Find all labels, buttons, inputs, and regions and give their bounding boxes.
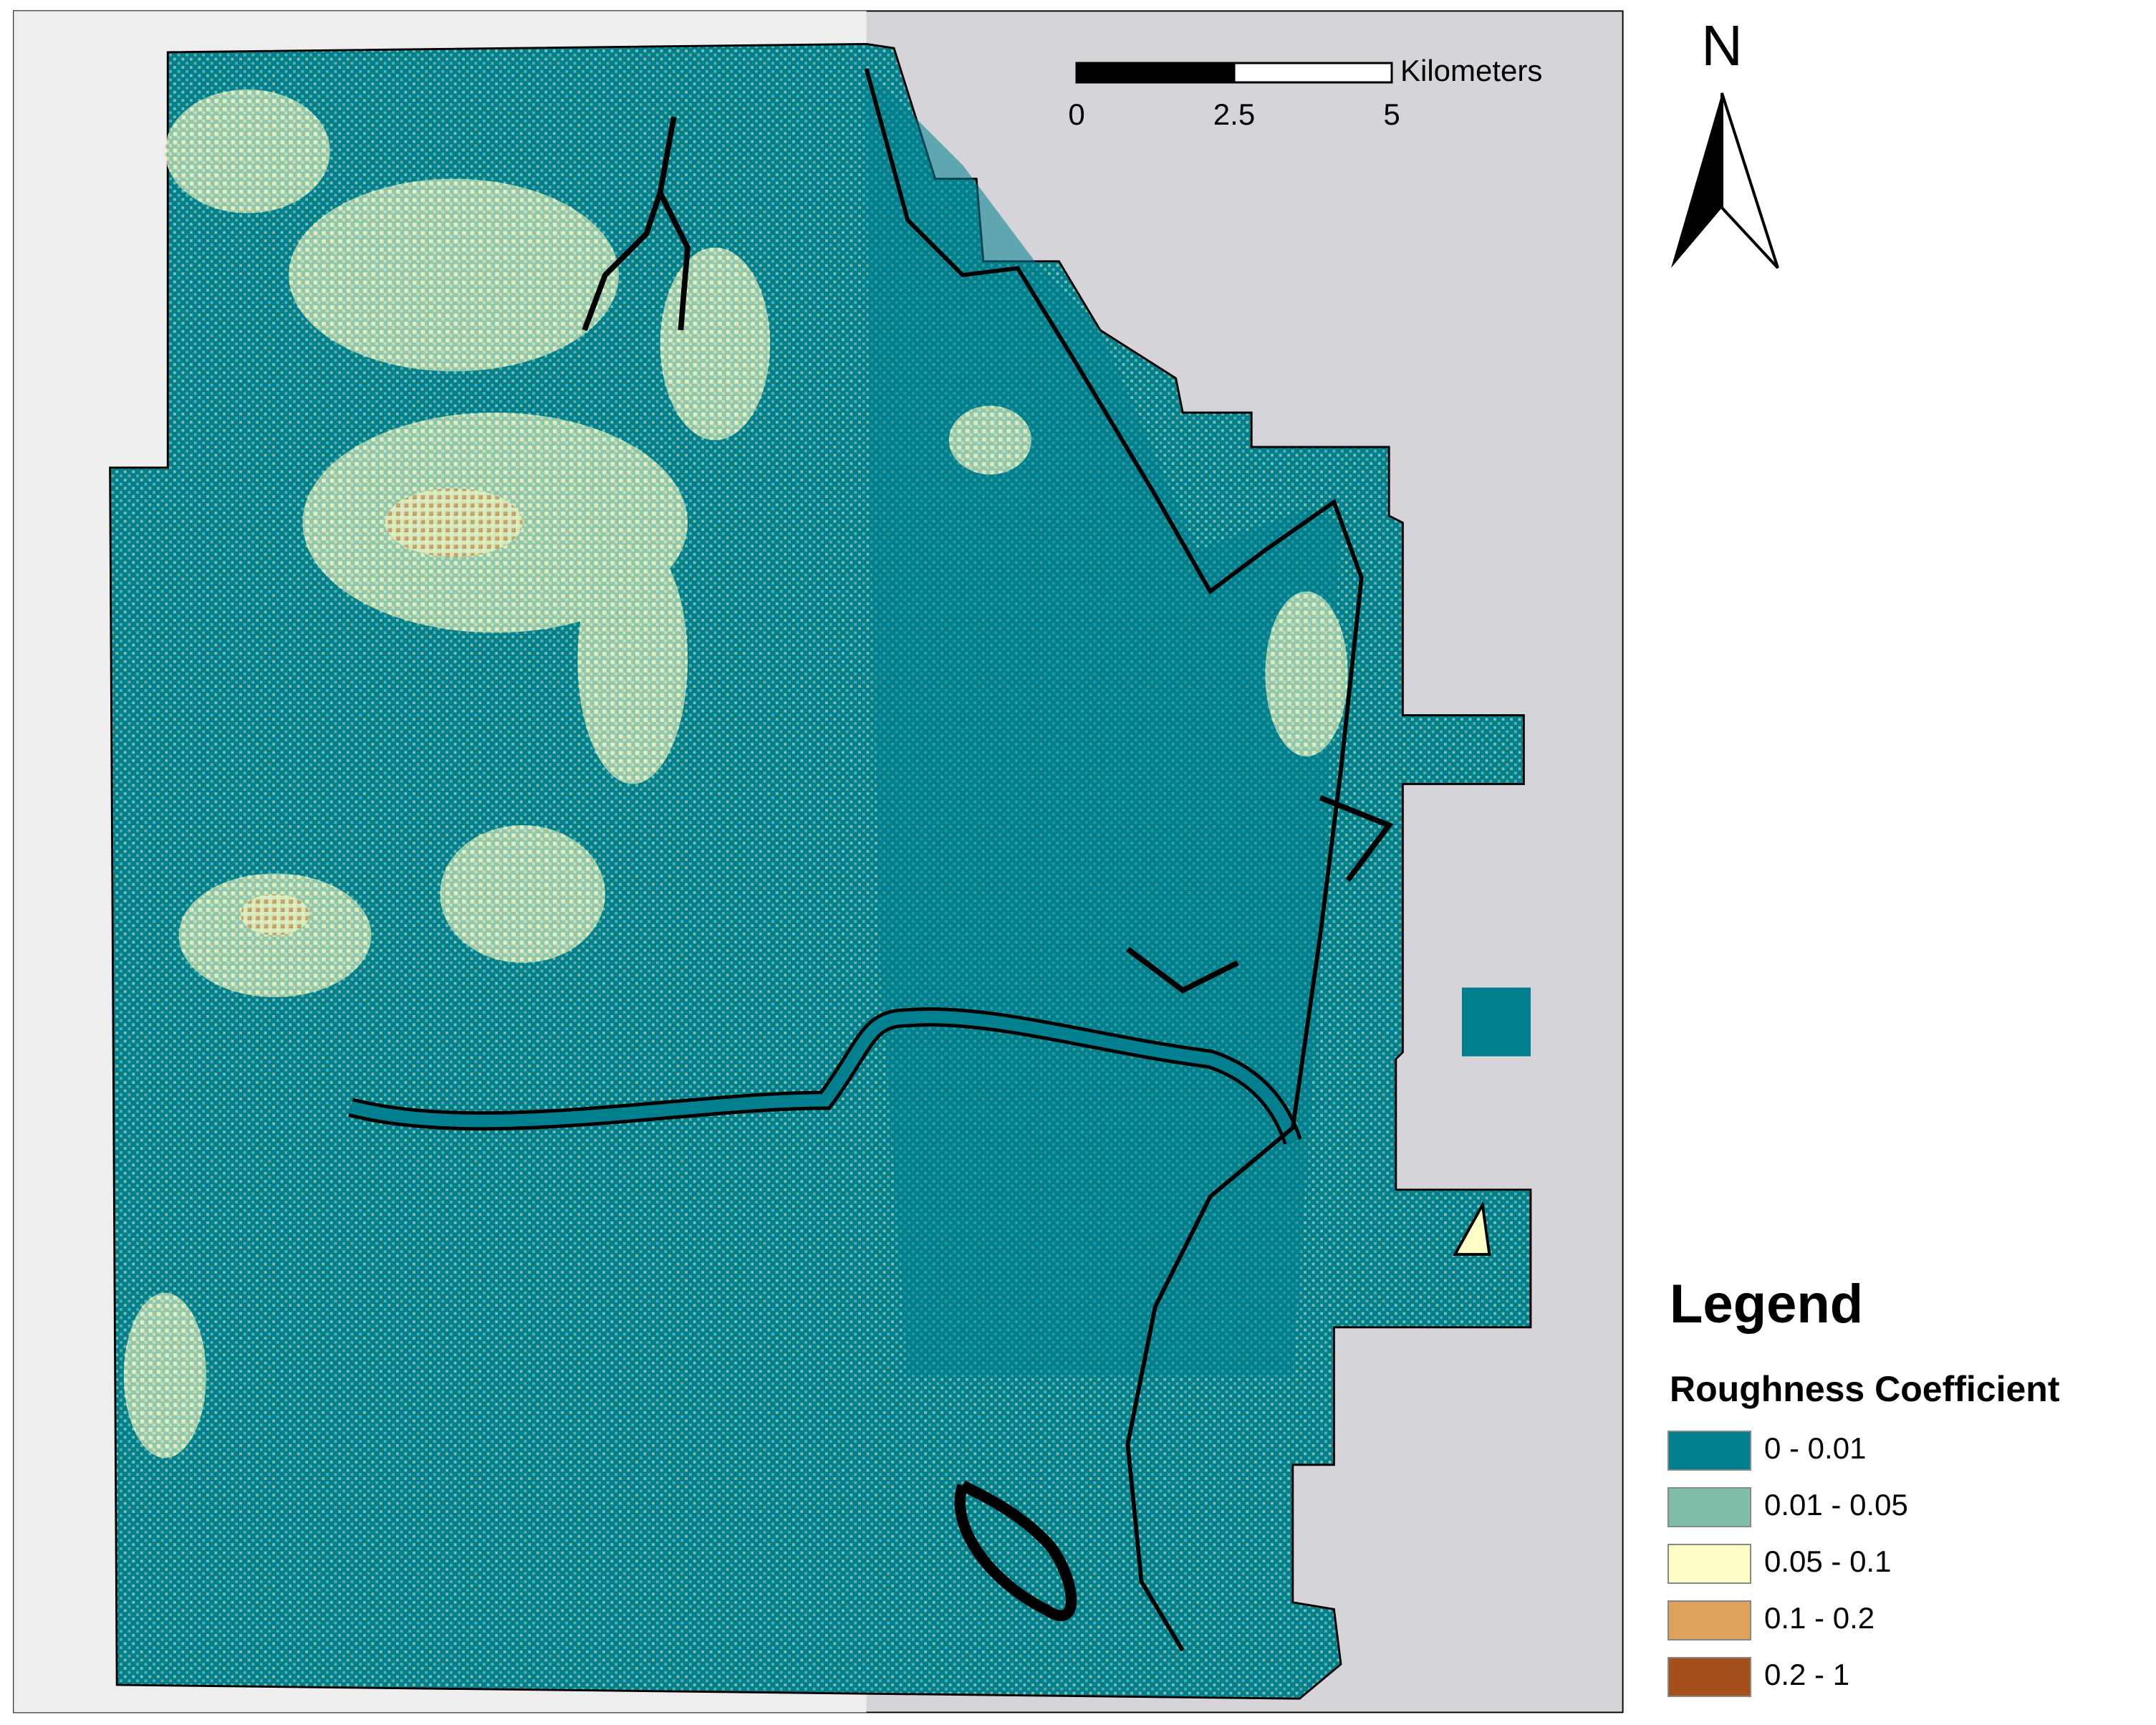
creek xyxy=(1126,795,1394,994)
legend-label: 0 - 0.01 xyxy=(1764,1431,1866,1465)
patch xyxy=(948,405,1031,475)
rivers xyxy=(348,68,1394,1652)
offshore-tile xyxy=(1461,987,1531,1057)
patch xyxy=(1265,591,1348,756)
arrow-left xyxy=(1671,93,1722,268)
north-arrow: N xyxy=(1671,14,1779,269)
legend-title: Legend xyxy=(1670,1274,1863,1335)
creek xyxy=(582,116,690,332)
patch xyxy=(241,894,310,936)
arrow-right xyxy=(1721,92,1779,269)
scale-segment xyxy=(1233,62,1393,84)
legend-subtitle: Roughness Coefficient xyxy=(1670,1369,2060,1409)
scale-segment xyxy=(1075,62,1236,84)
scale-tick-label: 2.5 xyxy=(1213,97,1255,131)
rough-patches xyxy=(123,89,1348,1459)
scale-tick-label: 0 xyxy=(1068,97,1084,131)
patch xyxy=(440,825,605,963)
legend-swatch xyxy=(1667,1544,1751,1584)
patch xyxy=(123,1292,206,1459)
low-roughness-zone xyxy=(866,69,1342,1376)
legend-label: 0.05 - 0.1 xyxy=(1764,1544,1891,1578)
legend-swatch xyxy=(1667,1431,1751,1471)
patch xyxy=(577,536,688,784)
patch xyxy=(385,488,523,557)
coastline xyxy=(864,68,1364,1652)
north-label: N xyxy=(1701,14,1743,77)
river xyxy=(349,1010,1299,1144)
legend-label: 0.1 - 0.2 xyxy=(1764,1601,1875,1635)
map-frame xyxy=(13,10,1624,1714)
scale-bar-unit: Kilometers xyxy=(1400,54,1542,87)
scale-tick-label: 5 xyxy=(1383,97,1400,131)
patch xyxy=(165,89,330,213)
legend-swatch xyxy=(1667,1600,1751,1640)
patch xyxy=(289,178,620,372)
legend-label: 0.2 - 1 xyxy=(1764,1658,1849,1691)
legend-label: 0.01 - 0.05 xyxy=(1764,1488,1908,1522)
legend-swatch xyxy=(1667,1657,1751,1697)
legend-swatch xyxy=(1667,1487,1751,1527)
island xyxy=(1453,1200,1491,1256)
lagoon xyxy=(954,1480,1077,1621)
scale-bar: Kilometers 0 2.5 5 xyxy=(1068,54,1542,131)
legend: Legend Roughness Coefficient 0 - 0.01 0.0… xyxy=(1667,1274,2060,1697)
patch xyxy=(660,247,771,441)
